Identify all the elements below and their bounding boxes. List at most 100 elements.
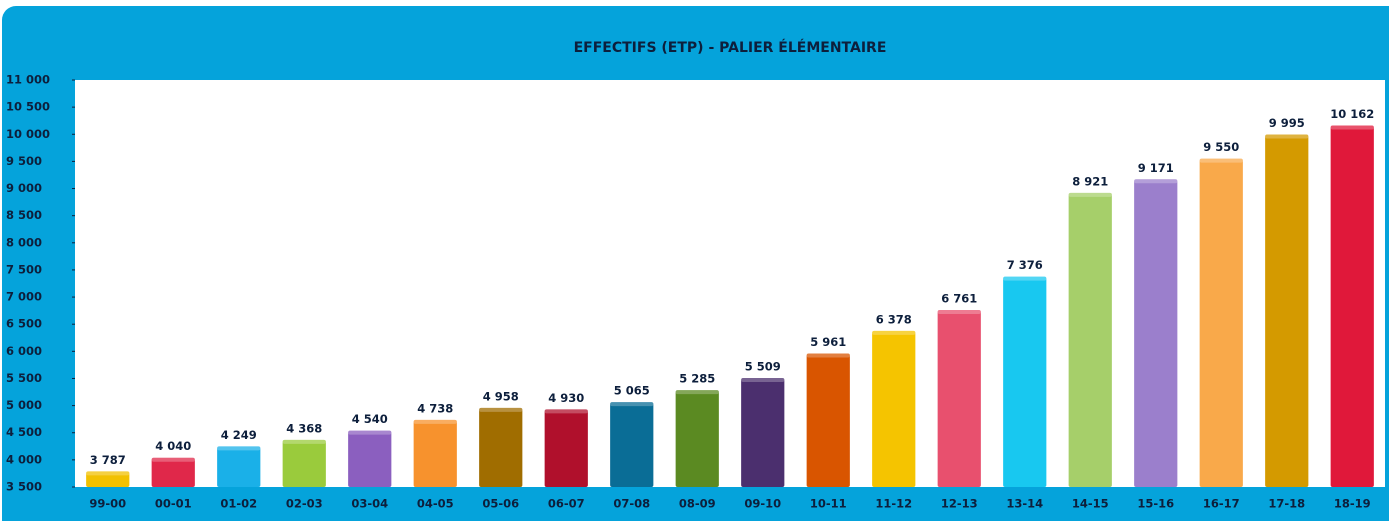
bar <box>937 310 981 487</box>
value-label: 8 921 <box>1072 174 1108 188</box>
bar <box>1003 276 1047 487</box>
bar-highlight <box>1068 192 1112 197</box>
bar-highlight <box>86 471 130 476</box>
bar <box>282 439 326 487</box>
x-tick-label: 12-13 <box>941 497 978 511</box>
x-tick-label: 14-15 <box>1072 497 1109 511</box>
x-tick-label: 16-17 <box>1203 497 1240 511</box>
bar-highlight <box>675 390 719 395</box>
bar-highlight <box>1330 125 1374 130</box>
bar <box>1330 125 1374 487</box>
x-tick-label: 02-03 <box>286 497 323 511</box>
value-label: 4 930 <box>548 391 584 405</box>
bar <box>806 353 850 487</box>
value-label: 7 376 <box>1007 258 1043 272</box>
value-label: 10 162 <box>1330 107 1374 121</box>
x-tick-label: 07-08 <box>613 497 650 511</box>
bar-highlight <box>151 457 195 462</box>
x-tick-label: 17-18 <box>1268 497 1305 511</box>
bar <box>217 446 261 487</box>
plot-area <box>75 80 1385 487</box>
x-tick-label: 18-19 <box>1334 497 1371 511</box>
y-tick-label: 5 000 <box>6 398 42 412</box>
bar-highlight <box>217 446 261 451</box>
y-tick-label: 4 000 <box>6 452 42 466</box>
y-tick-label: 9 500 <box>6 154 42 168</box>
bar-highlight <box>282 439 326 444</box>
bar-highlight <box>806 353 850 358</box>
bar <box>479 407 523 487</box>
value-label: 4 368 <box>286 421 322 435</box>
value-label: 5 065 <box>614 384 650 398</box>
bar <box>348 430 392 487</box>
bar <box>675 390 719 487</box>
value-label: 3 787 <box>90 453 126 467</box>
bar-highlight <box>479 407 523 412</box>
x-tick-label: 08-09 <box>679 497 716 511</box>
bar-highlight <box>1134 179 1178 184</box>
bar-highlight <box>413 419 457 424</box>
value-label: 9 995 <box>1269 116 1305 130</box>
bar-highlight <box>544 409 588 414</box>
bar <box>610 402 654 487</box>
chart-title: EFFECTIFS (ETP) - PALIER ÉLÉMENTAIRE <box>574 39 887 56</box>
x-tick-label: 13-14 <box>1006 497 1043 511</box>
y-tick-label: 10 500 <box>6 100 50 114</box>
value-label: 5 285 <box>679 372 715 386</box>
x-tick-label: 15-16 <box>1137 497 1174 511</box>
bar <box>741 377 785 487</box>
y-tick-label: 6 500 <box>6 317 42 331</box>
x-tick-label: 99-00 <box>89 497 126 511</box>
x-tick-label: 11-12 <box>875 497 912 511</box>
y-tick-label: 3 500 <box>6 480 42 494</box>
y-tick-label: 5 500 <box>6 371 42 385</box>
value-label: 4 958 <box>483 389 519 403</box>
bar <box>544 409 588 487</box>
y-tick-label: 7 000 <box>6 290 42 304</box>
value-label: 9 171 <box>1138 161 1174 175</box>
bar <box>1265 134 1309 487</box>
y-tick-label: 4 500 <box>6 425 42 439</box>
x-tick-label: 05-06 <box>482 497 519 511</box>
x-tick-label: 10-11 <box>810 497 847 511</box>
bar-highlight <box>348 430 392 435</box>
y-tick-label: 10 000 <box>6 127 50 141</box>
bar-highlight <box>741 377 785 382</box>
value-label: 6 761 <box>941 292 977 306</box>
x-tick-label: 06-07 <box>548 497 585 511</box>
bar <box>1068 192 1112 487</box>
bar-highlight <box>1199 158 1243 163</box>
bar-highlight <box>1265 134 1309 139</box>
value-label: 4 738 <box>417 401 453 415</box>
value-label: 4 249 <box>221 428 257 442</box>
value-label: 6 378 <box>876 312 912 326</box>
y-tick-label: 8 500 <box>6 208 42 222</box>
x-tick-label: 00-01 <box>155 497 192 511</box>
bar-highlight <box>610 402 654 407</box>
value-label: 9 550 <box>1203 140 1239 154</box>
x-tick-label: 04-05 <box>417 497 454 511</box>
x-tick-label: 09-10 <box>744 497 781 511</box>
bar <box>1134 179 1178 488</box>
value-label: 4 540 <box>352 412 388 426</box>
y-tick-label: 8 000 <box>6 235 42 249</box>
x-tick-label: 03-04 <box>351 497 388 511</box>
y-tick-label: 9 000 <box>6 181 42 195</box>
bar-highlight <box>872 330 916 335</box>
bar <box>413 419 457 487</box>
bar-highlight <box>1003 276 1047 281</box>
bar <box>86 471 130 487</box>
y-tick-label: 6 000 <box>6 344 42 358</box>
bar-highlight <box>937 310 981 315</box>
value-label: 5 961 <box>810 335 846 349</box>
y-tick-label: 7 500 <box>6 262 42 276</box>
bar <box>151 457 195 487</box>
bar <box>1199 158 1243 488</box>
value-label: 5 509 <box>745 359 781 373</box>
bar <box>872 330 916 487</box>
x-tick-label: 01-02 <box>220 497 257 511</box>
y-tick-label: 11 000 <box>6 73 50 87</box>
value-label: 4 040 <box>155 439 191 453</box>
